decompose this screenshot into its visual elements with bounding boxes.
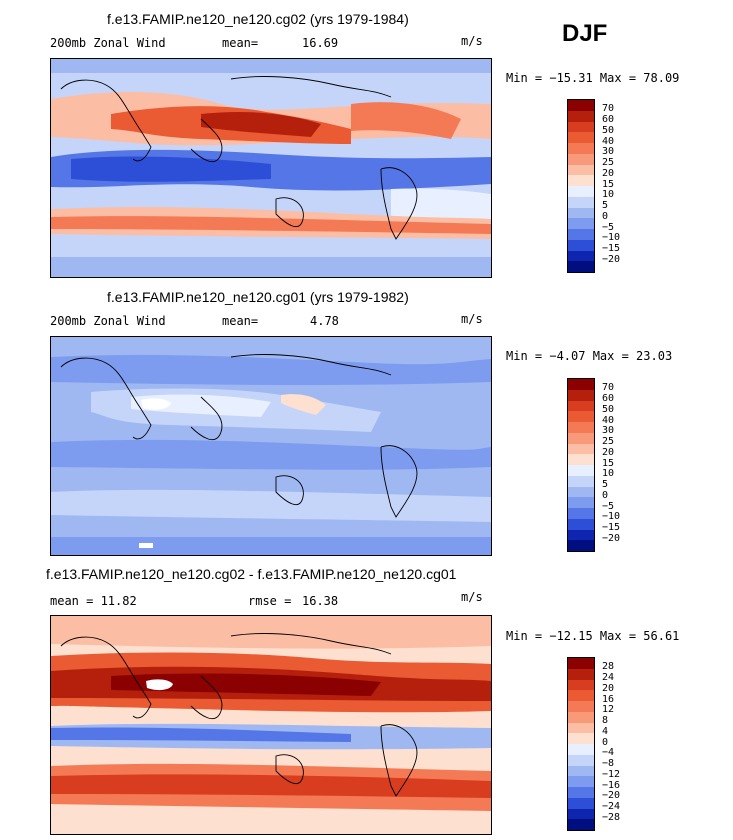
colorbar-tick-label: −8 (602, 758, 615, 769)
panel-1-title: f.e13.FAMIP.ne120_ne120.cg02 (yrs 1979-1… (107, 11, 409, 27)
panel-3-map (50, 615, 492, 835)
colorbar-tick-label: 5 (602, 200, 609, 211)
colorbar-tick-label: 4 (602, 725, 609, 737)
colorbar-tick-label: −15 (602, 243, 621, 254)
colorbar-tick-label: 25 (602, 157, 615, 168)
colorbar-tick-label: −5 (602, 500, 615, 512)
colorbar-tick-label: 70 (602, 103, 615, 115)
colorbar-tick-label: 60 (602, 393, 615, 404)
panel-1-minmax: Min = −15.31 Max = 78.09 (506, 71, 680, 85)
panel-3-units: m/s (461, 590, 483, 604)
colorbar-tick-label: −20 (602, 790, 621, 802)
colorbar-tick-label: −16 (602, 779, 621, 791)
panel-1-field (51, 59, 491, 277)
colorbar-tick-label: 50 (602, 124, 615, 136)
colorbar-tick-label: −15 (602, 522, 621, 533)
colorbar-tick-label: 16 (602, 693, 615, 705)
panel-2-mean-label: mean= (222, 314, 259, 328)
colorbar-tick-label: 0 (602, 736, 609, 748)
colorbar-tick-label: 5 (602, 479, 609, 490)
panel-1-variable: 200mb Zonal Wind (50, 36, 166, 50)
colorbar-tick-label: 20 (602, 682, 615, 694)
colorbar-tick-label: 50 (602, 403, 615, 415)
colorbar-tick-label: −12 (602, 768, 621, 780)
colorbar-tick-label: 10 (602, 189, 615, 201)
colorbar-tick-label: 70 (602, 382, 615, 394)
colorbar-tick-label: 0 (602, 210, 609, 222)
colorbar-tick-label: −10 (602, 511, 621, 523)
panel-1-units: m/s (461, 34, 483, 48)
colorbar-tick-label: 28 (602, 661, 615, 673)
colorbar-tick-label: 20 (602, 167, 615, 179)
colorbar-tick-label: 30 (602, 146, 615, 158)
colorbar-tick-label: 10 (602, 468, 615, 480)
colorbar-tick-label: 24 (602, 672, 615, 683)
colorbar-tick-label: 40 (602, 135, 615, 147)
colorbar-tick-label: −20 (602, 532, 621, 544)
panel-2-variable: 200mb Zonal Wind (50, 314, 166, 328)
colorbar-tick-label: −4 (602, 747, 615, 759)
panel-2-title: f.e13.FAMIP.ne120_ne120.cg01 (yrs 1979-1… (107, 289, 409, 305)
colorbar-tick-label: −10 (602, 232, 621, 244)
colorbar-tick-label: 15 (602, 178, 615, 190)
colorbar-tick-label: −24 (602, 801, 621, 812)
colorbar-tick-label: 8 (602, 715, 609, 726)
panel-1-map (50, 58, 492, 278)
panel-3-title: f.e13.FAMIP.ne120_ne120.cg02 - f.e13.FAM… (46, 566, 457, 582)
panel-3-field (51, 616, 491, 834)
panel-2-colorbar (567, 378, 595, 552)
panel-3-mean: mean = 11.82 (50, 594, 137, 608)
panel-1-mean-value: 16.69 (302, 36, 339, 50)
panel-2-mean-value: 4.78 (310, 314, 339, 328)
colorbar-tick-label: 40 (602, 414, 615, 426)
colorbar-tick-label: 30 (602, 425, 615, 437)
panel-3-colorbar (567, 657, 595, 831)
panel-2-field (51, 337, 491, 555)
panel-1-colorbar (567, 99, 595, 273)
panel-3-rmse-value: 16.38 (302, 594, 339, 608)
panel-2-minmax: Min = −4.07 Max = 23.03 (506, 349, 673, 363)
panel-3-rmse-label: rmse = (248, 594, 292, 608)
colorbar-tick-label: 20 (602, 446, 615, 458)
colorbar-tick-label: 25 (602, 436, 615, 447)
panel-3-minmax: Min = −12.15 Max = 56.61 (506, 629, 680, 643)
season-label: DJF (562, 20, 608, 47)
panel-2-map (50, 336, 492, 556)
colorbar-tick-label: −20 (602, 253, 621, 265)
panel-1-mean-label: mean= (222, 36, 259, 50)
colorbar-tick-label: 15 (602, 457, 615, 469)
colorbar-tick-label: 0 (602, 489, 609, 501)
colorbar-tick-label: 60 (602, 114, 615, 125)
colorbar-tick-label: 12 (602, 704, 615, 716)
colorbar-tick-label: −5 (602, 221, 615, 233)
panel-2-units: m/s (461, 312, 483, 326)
colorbar-tick-label: −28 (602, 811, 621, 823)
